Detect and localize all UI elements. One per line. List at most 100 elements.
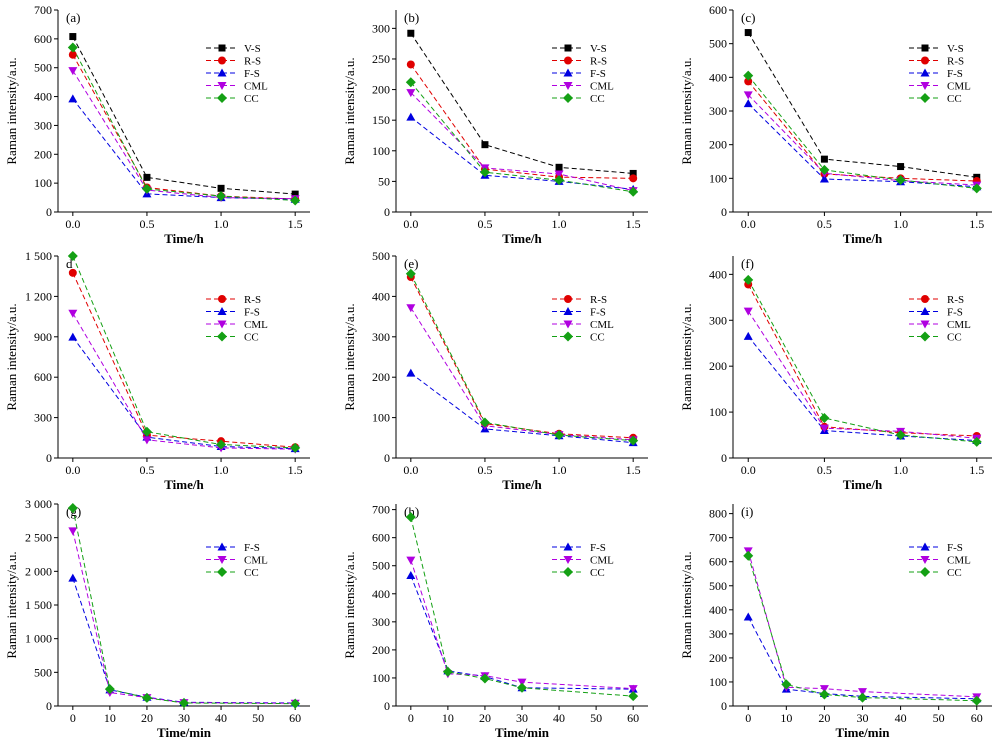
- chart-panel: 0 100 200 300 400 500 600 700 0.0 0.5 1.0 1.5 Time/h…: [4, 3, 310, 246]
- series-line: [410, 81, 634, 193]
- x-tick-label: 60: [289, 711, 301, 725]
- axis-frame: [732, 504, 992, 707]
- x-tick-label: 20: [818, 711, 830, 725]
- data-point: [819, 685, 829, 694]
- series-line: [410, 32, 634, 174]
- series-line: [747, 94, 977, 186]
- data-point: [554, 429, 565, 440]
- data-point: [895, 430, 906, 441]
- legend-label: CC: [947, 93, 962, 105]
- y-tick-label: 200: [372, 370, 390, 384]
- data-point: [68, 573, 78, 582]
- data-point: [69, 33, 77, 41]
- series-line: [410, 92, 634, 192]
- legend-label: CML: [590, 81, 614, 93]
- x-tick-label: 10: [442, 711, 454, 725]
- x-tick-label: 20: [141, 711, 153, 725]
- legend-label: F-S: [590, 307, 606, 319]
- series-line: [72, 98, 296, 200]
- legend-label: CML: [947, 81, 971, 93]
- data-point: [405, 268, 416, 279]
- x-tick-label: 0.5: [139, 463, 154, 477]
- data-point: [819, 413, 830, 424]
- y-tick-label: 400: [709, 603, 727, 617]
- x-tick-label: 10: [780, 711, 792, 725]
- legend-label: CC: [590, 93, 605, 105]
- y-tick-label: 600: [34, 370, 52, 384]
- data-point: [628, 691, 639, 702]
- legend-marker: [564, 56, 572, 65]
- y-tick-label: 500: [709, 579, 727, 593]
- data-point: [479, 417, 490, 428]
- y-tick-label: 700: [709, 531, 727, 545]
- x-tick-label: 0: [408, 711, 414, 725]
- y-tick-label: 0: [46, 699, 52, 713]
- legend-label: CML: [244, 555, 268, 567]
- y-tick-label: 100: [709, 405, 727, 419]
- legend-label: R-S: [244, 56, 261, 68]
- data-point: [781, 679, 792, 690]
- legend-marker: [920, 542, 930, 551]
- chart-panel: 0 500 1 000 1 500 2 000 2 500 3 000 0 10 20 30 40 50…: [4, 497, 310, 740]
- x-tick-label: 40: [553, 711, 565, 725]
- x-tick-label: 1.0: [552, 217, 567, 231]
- x-tick-label: 0.0: [741, 217, 756, 231]
- data-point: [290, 442, 301, 453]
- y-tick-label: 200: [709, 651, 727, 665]
- legend-label: F-S: [244, 68, 260, 80]
- x-tick-label: 0.5: [477, 463, 492, 477]
- series-line: [72, 577, 296, 704]
- x-tick-label: 0.5: [817, 217, 832, 231]
- data-point: [628, 685, 638, 694]
- x-tick-label: 1.0: [893, 463, 908, 477]
- x-tick-label: 0.0: [65, 217, 80, 231]
- series-line: [747, 310, 977, 439]
- data-point: [406, 304, 416, 313]
- data-point: [517, 682, 527, 693]
- y-tick-label: 300: [34, 118, 52, 132]
- x-tick-label: 50: [933, 711, 945, 725]
- legend-marker: [563, 567, 573, 577]
- data-point: [971, 695, 982, 706]
- data-point: [405, 512, 416, 523]
- panel-label: d: [66, 256, 73, 271]
- x-tick-label: 20: [479, 711, 491, 725]
- y-axis-label: Raman intensity/a.u.: [342, 551, 357, 658]
- data-point: [629, 174, 638, 183]
- data-point: [216, 439, 227, 450]
- x-tick-label: 0.0: [403, 463, 418, 477]
- x-tick-label: 1.5: [288, 463, 303, 477]
- legend-label: CML: [244, 319, 268, 331]
- x-tick-label: 60: [627, 711, 639, 725]
- data-point: [406, 89, 416, 98]
- axis-frame: [57, 504, 310, 707]
- legend-marker: [920, 93, 930, 103]
- chart-panel: 0 100 200 300 400 0.0 0.5 1.0 1.5 Time/h Raman int…: [679, 256, 992, 492]
- data-point: [628, 435, 639, 446]
- chart-panel: 0 100 200 300 400 500 0.0 0.5 1.0 1.5 Time/h Raman …: [342, 249, 648, 492]
- data-point: [479, 167, 490, 178]
- x-tick-label: 0.0: [65, 463, 80, 477]
- legend-marker: [217, 307, 227, 315]
- data-point: [217, 184, 225, 192]
- legend-label: CC: [590, 332, 605, 344]
- legend-marker: [217, 82, 227, 90]
- y-tick-label: 100: [372, 144, 390, 158]
- y-tick-label: 500: [34, 665, 52, 679]
- x-tick-label: 10: [104, 711, 116, 725]
- data-point: [555, 163, 563, 171]
- data-point: [104, 684, 115, 695]
- y-tick-label: 400: [709, 267, 727, 281]
- legend-label: CC: [947, 567, 962, 579]
- series-line: [410, 64, 634, 179]
- legend-label: R-S: [947, 56, 964, 68]
- legend-marker: [563, 331, 573, 342]
- y-tick-label: 0: [384, 205, 390, 219]
- series-line: [72, 36, 296, 195]
- x-tick-label: 1.5: [626, 463, 641, 477]
